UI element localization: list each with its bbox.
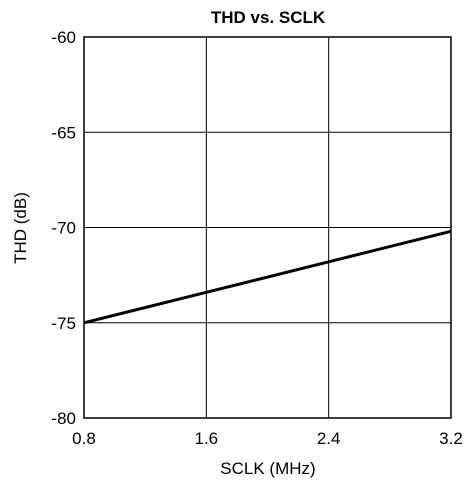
y-tick-label: -75	[51, 314, 76, 333]
x-tick-label: 3.2	[439, 429, 463, 448]
x-tick-label: 1.6	[195, 429, 219, 448]
y-axis-label: THD (dB)	[11, 192, 30, 264]
grid-lines	[84, 37, 451, 418]
y-tick-label: -80	[51, 409, 76, 428]
y-axis-tick-labels: -60 -65 -70 -75 -80	[51, 28, 76, 428]
x-tick-label: 2.4	[317, 429, 341, 448]
chart-title: THD vs. SCLK	[211, 8, 326, 27]
x-axis-tick-labels: 0.8 1.6 2.4 3.2	[72, 429, 463, 448]
x-tick-label: 0.8	[72, 429, 96, 448]
data-series	[84, 231, 451, 322]
y-tick-label: -65	[51, 123, 76, 142]
y-tick-label: -60	[51, 28, 76, 47]
x-axis-label: SCLK (MHz)	[220, 459, 315, 478]
series-line	[84, 231, 451, 322]
y-tick-label: -70	[51, 219, 76, 238]
